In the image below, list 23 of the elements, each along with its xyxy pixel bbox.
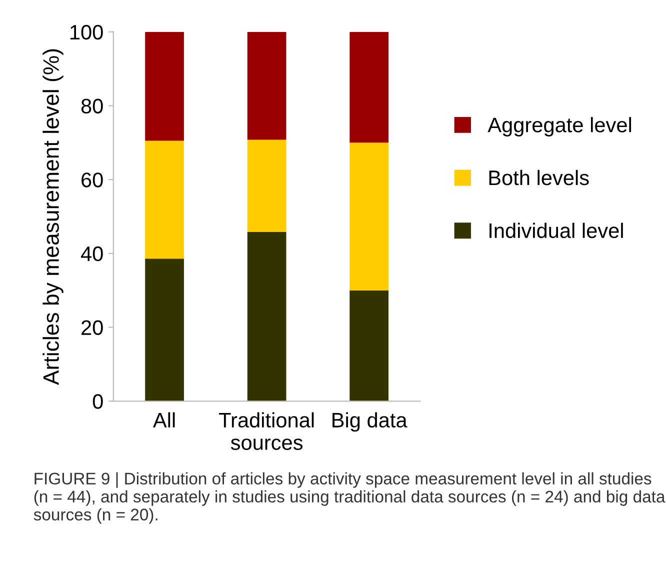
y-axis-title: Articles by measurement level (%): [42, 49, 64, 386]
caption: FIGURE 9 | Distribution of articles by activity space measurement level in all studies (n = 44), and separately in studies using traditional data sources (n = 24) and big data sources (n = 20).: [34, 472, 666, 524]
legend-label: Aggregate level: [488, 117, 632, 136]
y-tick-label: 60: [82, 172, 103, 188]
y-tick-label: 40: [80, 246, 103, 262]
bar: [350, 142, 389, 290]
bar: [145, 258, 184, 402]
y-tick-label: 20: [82, 320, 103, 336]
x-tick-label: All: [152, 412, 175, 428]
y-tick-label: 100: [70, 24, 103, 40]
bar: [145, 140, 184, 259]
legend-label: Individual level: [490, 222, 623, 238]
x-tick-label: Traditional sources: [219, 412, 314, 450]
bar: [350, 32, 389, 143]
bar: [247, 140, 286, 232]
bar: [350, 290, 389, 402]
bar: [247, 32, 286, 140]
y-tick-label: 0: [92, 394, 103, 409]
bar: [145, 32, 184, 141]
x-tick-label: Big data: [332, 412, 408, 432]
legend-label: Both levels: [489, 170, 589, 186]
y-tick-label: 80: [81, 98, 103, 114]
bar: [247, 232, 286, 402]
